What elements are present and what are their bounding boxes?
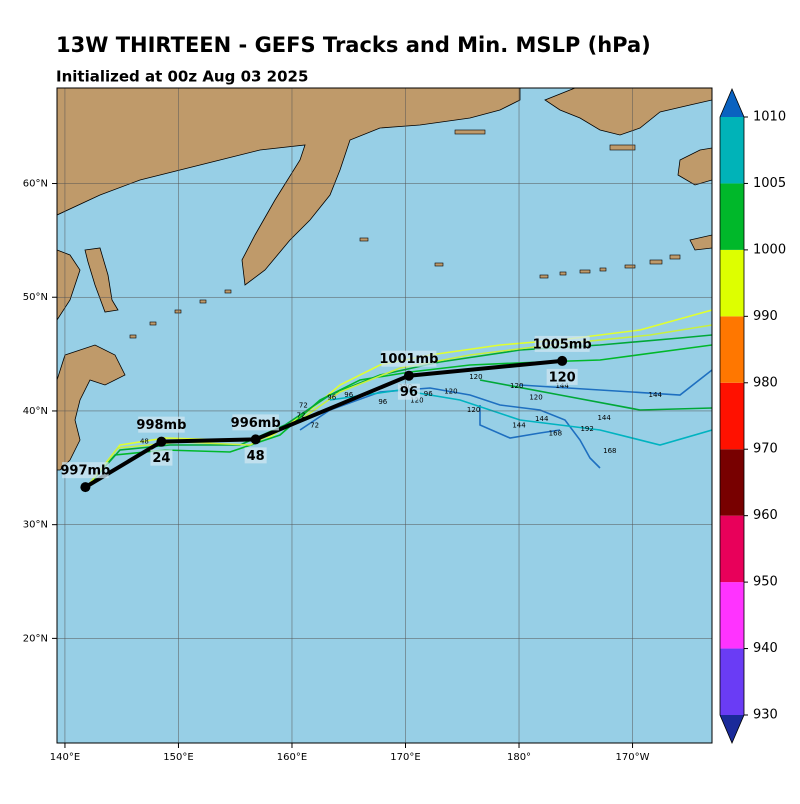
land (84, 247, 119, 313)
x-tick-label: 170°W (616, 752, 650, 763)
member-hour-label: 144 (555, 382, 569, 390)
colorbar-band (720, 249, 744, 317)
member-hour-label: 144 (649, 391, 663, 399)
grid (57, 88, 712, 743)
colorbar-band (720, 117, 744, 184)
member-hour-label: 120 (467, 406, 480, 414)
colorbar: 930 940 950 960 970 980 990 1000 1005 1010 (719, 87, 786, 745)
title: 13W THIRTEEN - GEFS Tracks and Min. MSLP… (56, 33, 651, 57)
y-tick-label: 20°N (23, 633, 48, 644)
track-point (80, 482, 91, 493)
member-hour-label: 96 (327, 393, 336, 401)
colorbar-over (720, 89, 744, 117)
y-tick-label: 50°N (23, 292, 48, 303)
colorbar-band (720, 316, 744, 383)
member-hour-label: 144 (512, 422, 526, 430)
x-tick-label: 140°E (50, 752, 80, 763)
member-hour-label: 168 (549, 430, 562, 438)
member-hour-label: 192 (580, 425, 593, 433)
label-box (546, 368, 578, 385)
colorbar-tick-label: 950 (753, 575, 778, 590)
label-box (397, 383, 420, 400)
member-hour-label: 72 (299, 401, 308, 409)
pressure-label: 997mb (60, 464, 110, 479)
hour-label: 120 (549, 370, 576, 385)
member-hour-label: 120 (469, 373, 482, 381)
colorbar-tick-label: 990 (753, 309, 778, 324)
x-tick-label: 180° (507, 752, 531, 763)
colorbar-band (720, 382, 744, 450)
colorbar-band (720, 515, 744, 583)
member-hour-label: 144 (535, 415, 549, 423)
member-hour-label: 144 (597, 414, 611, 422)
y-tick-label: 30°N (23, 520, 48, 531)
colorbar-tick-label: 940 (753, 641, 778, 656)
land (57, 249, 81, 321)
colorbar-tick-label: 980 (753, 375, 778, 390)
x-tick-label: 150°E (163, 752, 193, 763)
y-tick-label: 40°N (23, 406, 48, 417)
colorbar-under (720, 715, 744, 743)
pressure-label: 998mb (136, 418, 186, 433)
label-box (150, 449, 173, 466)
land (677, 147, 712, 186)
land (57, 88, 521, 286)
member-hour-label: 72 (310, 422, 319, 430)
member-hour-label: 168 (711, 404, 724, 412)
colorbar-tick-label: 970 (753, 442, 778, 457)
track-point (156, 436, 167, 447)
label-box (381, 350, 437, 367)
hour-label: 24 (152, 451, 170, 466)
label-box (244, 447, 267, 464)
map: 4872727296969696120120120120120120120144… (57, 88, 724, 743)
axes: 140°E 150°E 160°E 170°E 180° 170°W 20°N 30°N 40°… (23, 179, 650, 763)
x-tick-label: 160°E (277, 752, 307, 763)
land (544, 88, 712, 136)
label-box (62, 462, 109, 479)
track-point (403, 370, 414, 381)
member-hour-label: 96 (424, 390, 433, 398)
colorbar-tick-label: 1005 (753, 176, 786, 191)
label-box (534, 335, 590, 352)
member-hour-label: 120 (444, 388, 457, 396)
member-hour-label: 96 (378, 398, 387, 406)
pressure-label: 996mb (231, 416, 281, 431)
map-frame (56, 87, 713, 744)
hour-label: 48 (247, 449, 265, 464)
label-box (138, 416, 185, 433)
ocean (57, 88, 712, 743)
subtitle: Initialized at 00z Aug 03 2025 (56, 68, 308, 86)
track-point (250, 434, 261, 445)
y-tick-label: 60°N (23, 179, 48, 190)
member-hour-label: 168 (603, 447, 616, 455)
land (689, 234, 712, 251)
colorbar-tick-label: 1010 (753, 110, 786, 125)
member-hour-label: 96 (344, 391, 353, 399)
pressure-label: 1005mb (533, 337, 592, 352)
member-hour-label: 72 (297, 412, 306, 420)
member-hour-label: 120 (410, 397, 423, 405)
colorbar-band (720, 449, 744, 516)
member-hour-label: 120 (529, 393, 542, 401)
colorbar-tick-label: 960 (753, 508, 778, 523)
member-hour-label: 120 (510, 382, 523, 390)
track-point (557, 355, 568, 366)
member-hour-label: 48 (140, 438, 149, 446)
pressure-label: 1001mb (379, 352, 438, 367)
colorbar-band (720, 183, 744, 250)
colorbar-tick-label: 1000 (753, 242, 786, 257)
hour-label: 96 (400, 385, 418, 400)
islands (129, 129, 681, 339)
colorbar-band (720, 582, 744, 649)
track-layer: 4872727296969696120120120120120120120144… (60, 335, 724, 493)
label-box (232, 414, 279, 431)
colorbar-tick-label: 930 (753, 708, 778, 723)
x-tick-label: 170°E (390, 752, 420, 763)
colorbar-band (720, 648, 744, 715)
